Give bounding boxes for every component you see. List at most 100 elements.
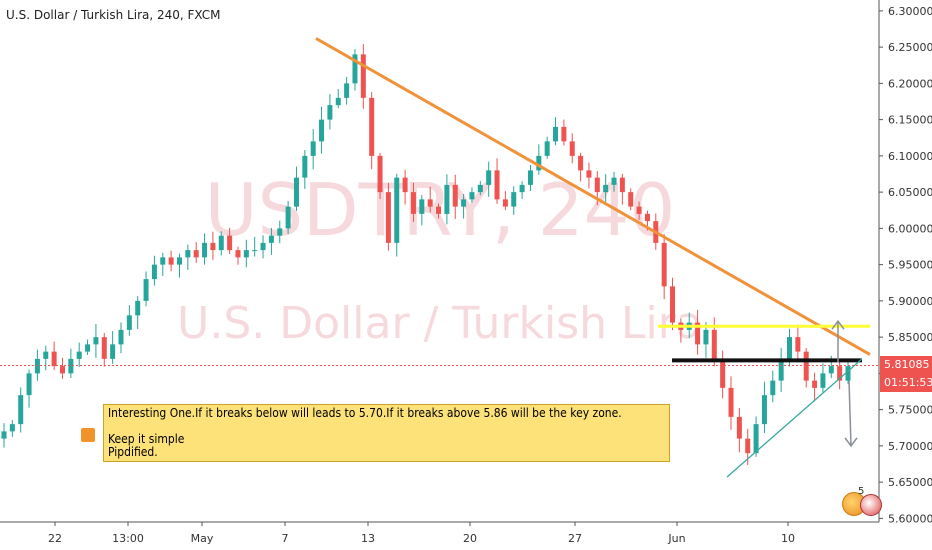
candle-body bbox=[126, 315, 132, 330]
flag-icon[interactable] bbox=[860, 494, 882, 516]
candle-body bbox=[720, 358, 726, 388]
candle-body bbox=[444, 184, 450, 214]
y-tick-label: 6.10000 bbox=[888, 150, 932, 163]
y-tick-label: 6.00000 bbox=[888, 222, 932, 235]
candle-body bbox=[611, 177, 617, 185]
candle-body bbox=[553, 126, 559, 142]
candle-body bbox=[586, 170, 592, 178]
candle-body bbox=[828, 366, 834, 374]
candle-body bbox=[603, 184, 609, 193]
candle-body bbox=[394, 177, 400, 243]
candle-body bbox=[745, 438, 751, 454]
x-tick-label: 13 bbox=[361, 532, 375, 545]
candle-body bbox=[243, 250, 249, 258]
candle-body bbox=[787, 337, 793, 359]
candle-body bbox=[168, 257, 174, 265]
y-tick-label: 6.20000 bbox=[888, 77, 932, 90]
candle-body bbox=[118, 329, 124, 345]
candle-body bbox=[377, 155, 383, 193]
candle-body bbox=[527, 170, 533, 185]
x-tick-label: Jun bbox=[667, 532, 685, 545]
candle-body bbox=[820, 373, 826, 388]
candle-body bbox=[670, 286, 676, 323]
candle-body bbox=[619, 177, 625, 193]
candle-body bbox=[335, 97, 341, 106]
candle-body bbox=[695, 322, 701, 345]
y-tick-label: 5.90000 bbox=[888, 295, 932, 308]
candle-body bbox=[644, 213, 650, 222]
candle-body bbox=[477, 184, 483, 193]
candle-body bbox=[711, 329, 717, 359]
candle-body bbox=[327, 105, 333, 120]
candle-body bbox=[76, 351, 82, 359]
chart-title: U.S. Dollar / Turkish Lira, 240, FXCM bbox=[6, 8, 221, 22]
candle-body bbox=[594, 177, 600, 193]
x-tick-label: 7 bbox=[282, 532, 289, 545]
countdown-tag: 01:51:53 bbox=[880, 374, 932, 392]
candle-body bbox=[502, 199, 508, 207]
x-tick-label: 22 bbox=[48, 532, 62, 545]
candle-body bbox=[360, 54, 366, 98]
candle-body bbox=[812, 380, 818, 388]
candle-body bbox=[344, 83, 350, 98]
y-tick-label: 6.30000 bbox=[888, 5, 932, 18]
candle-body bbox=[101, 337, 107, 359]
candle-body bbox=[293, 177, 299, 207]
y-tick-label: 6.15000 bbox=[888, 114, 932, 127]
candle-body bbox=[9, 424, 15, 432]
candle-body bbox=[452, 184, 458, 207]
annotation-note[interactable]: Interesting One.If it breaks below will … bbox=[103, 404, 670, 462]
y-tick-label: 6.25000 bbox=[888, 41, 932, 54]
candle-body bbox=[628, 192, 634, 207]
candle-body bbox=[151, 264, 157, 280]
x-tick-label: 13:00 bbox=[112, 532, 144, 545]
candle-body bbox=[569, 141, 575, 156]
candle-body bbox=[636, 206, 642, 214]
up-arrow-head bbox=[831, 319, 845, 330]
candle-body bbox=[252, 250, 258, 252]
candle-body bbox=[268, 235, 274, 243]
candle-body bbox=[59, 366, 65, 374]
candle-body bbox=[235, 250, 241, 258]
candle-body bbox=[385, 192, 391, 243]
candle-body bbox=[185, 250, 191, 258]
candle-body bbox=[176, 257, 182, 265]
y-tick-label: 5.70000 bbox=[888, 440, 932, 453]
candle-body bbox=[427, 199, 433, 207]
candle-body bbox=[561, 126, 567, 142]
down-arrow-shaft bbox=[848, 380, 852, 446]
candle-body bbox=[795, 337, 801, 352]
candle-body bbox=[352, 54, 358, 84]
last-price-tag: 5.81085 bbox=[880, 356, 932, 374]
candle-body bbox=[85, 344, 91, 352]
candle-body bbox=[511, 192, 517, 207]
candle-body bbox=[93, 337, 99, 345]
rising-support-line bbox=[726, 358, 863, 478]
candle-body bbox=[419, 199, 425, 214]
candle-body bbox=[661, 242, 667, 287]
candle-body bbox=[519, 184, 525, 193]
y-tick-label: 5.85000 bbox=[888, 331, 932, 344]
candle-body bbox=[803, 351, 809, 381]
candle-body bbox=[578, 155, 584, 171]
y-tick-label: 5.95000 bbox=[888, 259, 932, 272]
note-line-1: Interesting One.If it breaks below will … bbox=[108, 406, 622, 420]
note-line-3: Pipdified. bbox=[108, 445, 158, 459]
candle-body bbox=[210, 242, 216, 251]
candle-body bbox=[68, 358, 74, 374]
candle-body bbox=[770, 380, 776, 396]
candle-body bbox=[436, 206, 442, 214]
candle-body bbox=[728, 387, 734, 417]
candle-body bbox=[202, 242, 208, 258]
candle-body bbox=[410, 192, 416, 214]
y-tick-label: 5.75000 bbox=[888, 404, 932, 417]
candle-body bbox=[18, 395, 24, 425]
candle-body bbox=[845, 366, 851, 381]
candle-body bbox=[277, 228, 283, 236]
candle-body bbox=[494, 170, 500, 200]
candle-body bbox=[218, 235, 224, 251]
candle-body bbox=[402, 177, 408, 193]
candle-body bbox=[110, 344, 116, 359]
candle-body bbox=[160, 257, 166, 265]
